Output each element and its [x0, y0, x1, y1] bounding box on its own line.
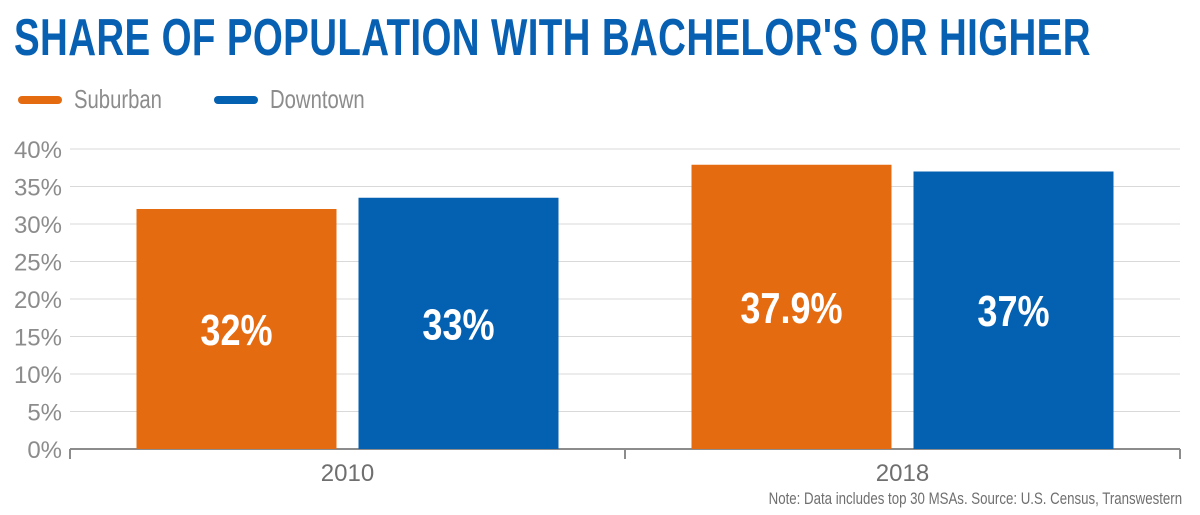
y-tick-label: 10%	[14, 362, 62, 389]
bar-downtown-2018	[913, 171, 1114, 449]
bar-downtown-2010	[358, 197, 559, 449]
y-tick-label: 35%	[14, 175, 62, 202]
legend-label-suburban: Suburban	[74, 84, 162, 114]
legend-swatch-downtown	[214, 96, 258, 104]
bar-value-label: 37.9%	[740, 284, 842, 333]
y-tick-label: 5%	[27, 400, 62, 427]
x-category-label: 2018	[876, 460, 929, 487]
legend-label-downtown: Downtown	[270, 84, 365, 114]
legend-swatch-suburban	[18, 96, 62, 104]
source-note: Note: Data includes top 30 MSAs. Source:…	[768, 489, 1182, 508]
y-tick-label: 20%	[14, 287, 62, 314]
bar-value-label: 32%	[200, 306, 272, 355]
y-tick-label: 25%	[14, 250, 62, 277]
y-tick-label: 15%	[14, 325, 62, 352]
y-tick-label: 40%	[14, 137, 62, 164]
y-tick-label: 0%	[27, 437, 62, 464]
y-tick-label: 30%	[14, 212, 62, 239]
bar-value-label: 33%	[422, 300, 494, 349]
bar-suburban-2010	[136, 209, 337, 449]
x-category-label: 2010	[321, 460, 374, 487]
bar-suburban-2018	[691, 164, 892, 449]
bar-value-label: 37%	[977, 287, 1049, 336]
